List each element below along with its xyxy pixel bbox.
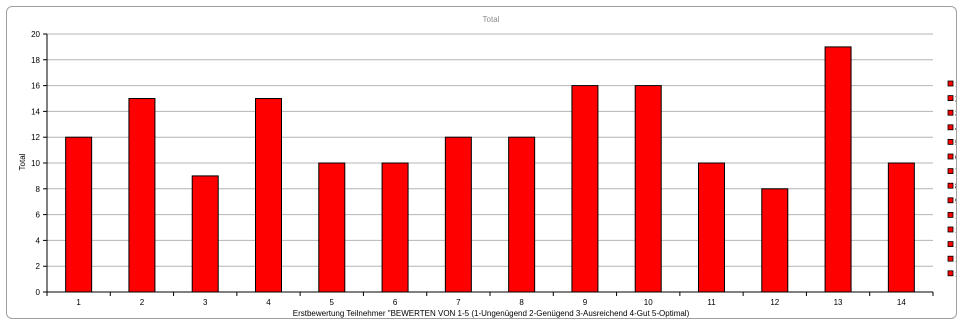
x-tick-label: 5 bbox=[330, 298, 335, 307]
legend-label: 10 bbox=[955, 211, 957, 220]
y-tick-label: 20 bbox=[31, 30, 40, 39]
x-axis-title: Erstbewertung Teilnehmer "BEWERTEN VON 1… bbox=[293, 309, 690, 318]
bar bbox=[191, 175, 219, 293]
x-tick-label: 11 bbox=[707, 298, 716, 307]
bar bbox=[571, 85, 599, 293]
legend-swatch bbox=[947, 109, 954, 116]
legend-swatch bbox=[947, 80, 954, 87]
bar bbox=[824, 46, 852, 293]
x-tick-label: 14 bbox=[897, 298, 906, 307]
legend-label: 7 bbox=[955, 168, 957, 177]
x-tick-label: 6 bbox=[393, 298, 398, 307]
bar bbox=[634, 85, 662, 293]
legend-label: 3 bbox=[955, 109, 957, 118]
legend-swatch bbox=[947, 197, 954, 204]
legend-swatch bbox=[947, 255, 954, 262]
x-tick-label: 2 bbox=[140, 298, 145, 307]
legend-label: 2 bbox=[955, 95, 957, 104]
y-tick-label: 4 bbox=[36, 236, 41, 245]
legend-swatch bbox=[947, 211, 954, 218]
x-tick-label: 4 bbox=[266, 298, 271, 307]
bar bbox=[65, 136, 93, 293]
y-tick-label: 8 bbox=[36, 185, 41, 194]
legend-label: 13 bbox=[955, 255, 957, 264]
bar bbox=[508, 136, 536, 293]
legend-label: 14 bbox=[955, 270, 957, 279]
bar bbox=[698, 162, 725, 293]
x-tick-label: 3 bbox=[203, 298, 208, 307]
y-tick-label: 16 bbox=[31, 82, 40, 91]
x-tick-label: 13 bbox=[834, 298, 843, 307]
y-tick-label: 0 bbox=[36, 288, 41, 297]
legend-label: 11 bbox=[955, 226, 957, 235]
bar bbox=[255, 98, 282, 293]
legend-swatch bbox=[947, 241, 954, 248]
legend-swatch bbox=[947, 138, 954, 145]
legend-swatch bbox=[947, 168, 954, 175]
legend-swatch bbox=[947, 270, 954, 277]
legend-label: 6 bbox=[955, 153, 957, 162]
y-tick-label: 6 bbox=[36, 211, 41, 220]
gridlines bbox=[47, 33, 933, 293]
bar bbox=[887, 162, 915, 293]
legend-label: 5 bbox=[955, 138, 957, 147]
x-tick-label: 9 bbox=[583, 298, 588, 307]
y-axis-title: Total bbox=[18, 153, 27, 170]
x-tick-label: 10 bbox=[644, 298, 653, 307]
bar bbox=[128, 98, 156, 293]
legend-swatch bbox=[947, 182, 954, 189]
y-tick-label: 2 bbox=[36, 262, 41, 271]
legend-swatch bbox=[947, 226, 954, 233]
legend-label: 9 bbox=[955, 197, 957, 206]
y-tick-label: 10 bbox=[31, 159, 40, 168]
bars bbox=[65, 46, 915, 293]
legend-label: 12 bbox=[955, 241, 957, 250]
x-tick-label: 8 bbox=[519, 298, 524, 307]
x-tick-label: 12 bbox=[770, 298, 779, 307]
legend-swatch bbox=[947, 95, 954, 101]
legend-label: 4 bbox=[955, 124, 957, 133]
legend-swatch bbox=[947, 153, 954, 160]
y-tick-label: 12 bbox=[31, 133, 40, 142]
bar bbox=[761, 188, 789, 293]
bar bbox=[444, 136, 472, 293]
bar bbox=[318, 162, 346, 293]
bar bbox=[381, 162, 409, 293]
y-tick-label: 14 bbox=[31, 107, 40, 116]
legend-swatch bbox=[947, 124, 954, 131]
x-tick-label: 1 bbox=[76, 298, 81, 307]
legend-label: 8 bbox=[955, 182, 957, 191]
x-tick-label: 7 bbox=[456, 298, 461, 307]
chart-frame: Total 0 2 4 6 8 10 12 14 16 18 20 1 2 3 4 5 6 7 8 9 10 11 12 13… bbox=[6, 6, 957, 319]
y-tick-label: 18 bbox=[31, 56, 40, 65]
legend-label: 1 bbox=[955, 80, 957, 89]
chart-title: Total bbox=[483, 15, 500, 24]
